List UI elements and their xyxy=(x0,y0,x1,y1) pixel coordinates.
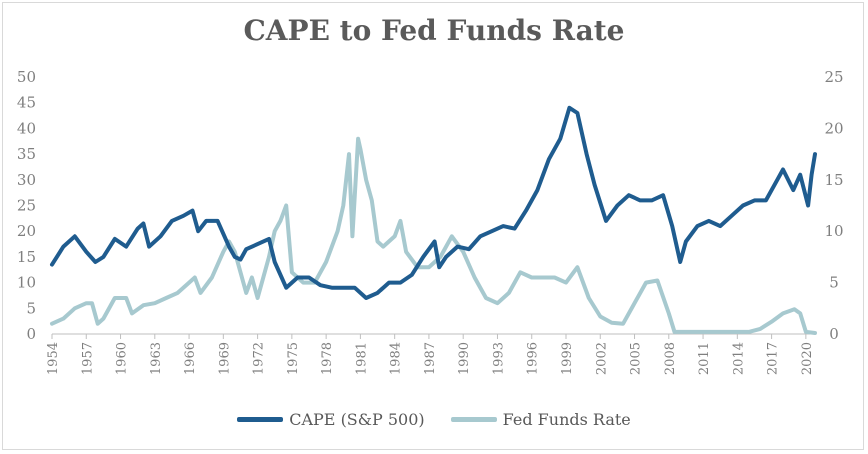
chart-title: CAPE to Fed Funds Rate xyxy=(243,14,625,47)
left-axis-tick-label: 50 xyxy=(17,68,36,86)
series-line-fed-funds xyxy=(50,136,817,335)
legend-swatch-cape xyxy=(237,417,284,422)
x-axis-tick-label: 1978 xyxy=(320,342,335,375)
x-axis-tick-label: 1963 xyxy=(149,342,164,375)
x-axis-tick-label: 1972 xyxy=(252,342,267,375)
right-axis-tick-label: 0 xyxy=(829,325,839,343)
legend-item-fed: Fed Funds Rate xyxy=(450,410,631,429)
x-axis-tick-label: 2005 xyxy=(629,342,644,375)
x-axis-tick-label: 1993 xyxy=(491,342,506,375)
legend-label-cape: CAPE (S&P 500) xyxy=(289,410,425,429)
right-axis-tick-label: 15 xyxy=(824,171,843,189)
legend-item-cape: CAPE (S&P 500) xyxy=(237,410,425,429)
x-axis-tick-label: 1990 xyxy=(457,342,472,375)
x-axis-tick-label: 1984 xyxy=(389,342,404,375)
left-axis-tick-label: 0 xyxy=(26,325,36,343)
left-axis-tick-label: 10 xyxy=(17,274,36,292)
x-axis-tick-label: 1960 xyxy=(115,342,130,375)
left-axis-tick-label: 30 xyxy=(17,171,36,189)
left-axis-tick-label: 20 xyxy=(17,222,36,240)
legend-label-fed: Fed Funds Rate xyxy=(502,410,631,429)
x-axis-tick-label: 1957 xyxy=(80,342,95,375)
left-axis-tick-label: 25 xyxy=(17,197,36,215)
legend: CAPE (S&P 500) Fed Funds Rate xyxy=(0,410,868,429)
left-axis-tick-label: 15 xyxy=(17,248,36,266)
x-axis-tick-label: 2017 xyxy=(766,342,781,375)
right-axis-tick-label: 25 xyxy=(824,68,843,86)
left-axis-tick-label: 40 xyxy=(17,119,36,137)
series-line-cape xyxy=(50,105,817,300)
x-axis-tick-label: 1987 xyxy=(423,342,438,375)
x-axis-tick-label: 2014 xyxy=(731,342,746,375)
right-axis-tick-label: 20 xyxy=(824,119,843,137)
x-axis-tick-label: 1981 xyxy=(354,342,369,375)
legend-swatch-fed xyxy=(450,417,497,422)
x-axis-tick-label: 2008 xyxy=(663,342,678,375)
left-axis-tick-label: 35 xyxy=(17,145,36,163)
x-axis-tick-label: 1966 xyxy=(183,342,198,375)
x-axis-tick-label: 1999 xyxy=(560,342,575,375)
x-axis-tick-label: 2002 xyxy=(594,342,609,375)
x-axis-tick-label: 2020 xyxy=(800,342,815,375)
left-axis-tick-label: 5 xyxy=(26,299,36,317)
x-axis-tick-label: 1975 xyxy=(286,342,301,375)
right-axis-tick-label: 5 xyxy=(829,274,839,292)
left-axis-tick-label: 45 xyxy=(17,94,36,112)
right-axis-tick-label: 10 xyxy=(824,222,843,240)
x-axis-tick-label: 2011 xyxy=(697,342,712,375)
x-axis-tick-label: 1969 xyxy=(217,342,232,375)
x-axis-tick-label: 1996 xyxy=(526,342,541,375)
x-axis-tick-label: 1954 xyxy=(46,342,61,375)
